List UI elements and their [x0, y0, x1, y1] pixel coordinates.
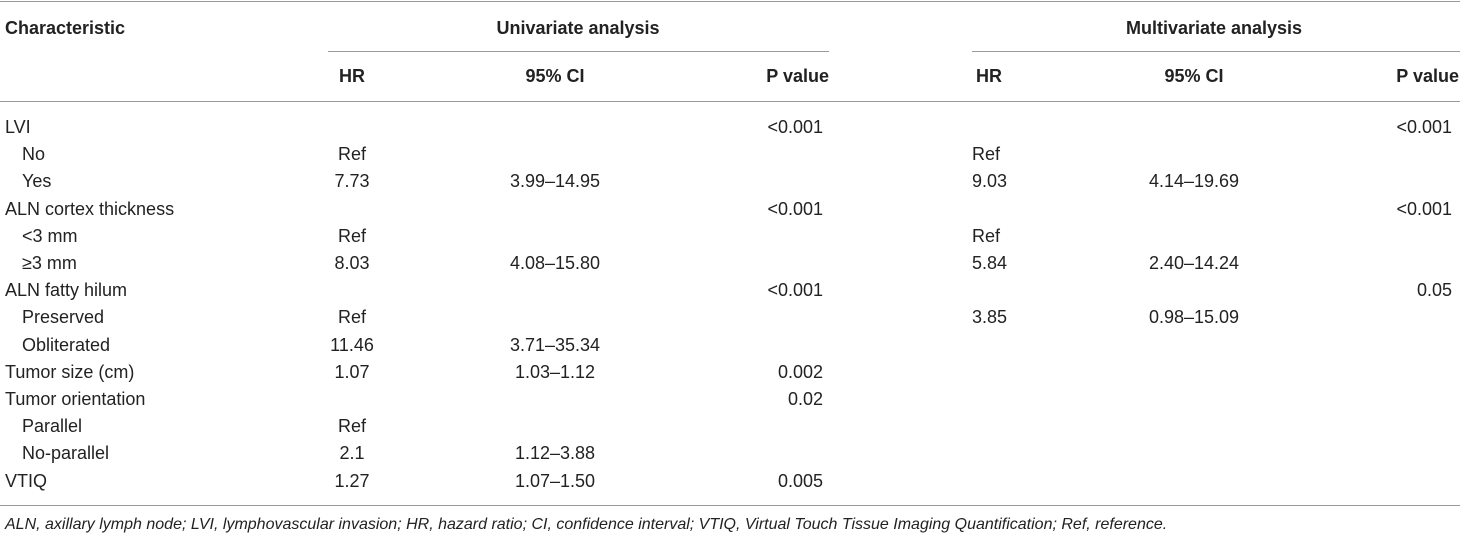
- multivariate-group-rule: [972, 51, 1460, 52]
- header-univariate: Univariate analysis: [496, 18, 660, 38]
- cell-characteristic: LVI: [5, 117, 31, 137]
- header-uni-ci: 95% CI: [525, 66, 585, 86]
- cell-uni-hr: 1.27: [334, 470, 370, 491]
- header-multivariate: Multivariate analysis: [1125, 18, 1303, 38]
- cell-multi-p: <0.001: [1396, 117, 1452, 137]
- cell-uni-ci: 1.07–1.50: [514, 470, 596, 491]
- table-footnote: ALN, axillary lymph node; LVI, lymphovas…: [5, 516, 1168, 533]
- cell-characteristic: ALN fatty hilum: [5, 280, 128, 301]
- cell-multi-hr: Ref: [972, 225, 1001, 246]
- cell-multi-p: 0.05: [1416, 280, 1452, 301]
- cell-uni-hr: Ref: [337, 307, 367, 328]
- cell-characteristic: Tumor orientation: [5, 389, 146, 409]
- cell-uni-hr: 2.1: [339, 443, 365, 464]
- header-uni-p: P value: [766, 66, 829, 86]
- bottom-rule: [0, 505, 1460, 506]
- cell-characteristic: Tumor size (cm): [5, 361, 135, 382]
- cell-characteristic: ALN cortex thickness: [5, 198, 175, 219]
- cell-multi-ci: 2.40–14.24: [1148, 253, 1240, 273]
- cell-characteristic: Parallel: [22, 416, 83, 437]
- cell-uni-ci: 4.08–15.80: [509, 253, 601, 273]
- univariate-group-rule: [328, 51, 829, 52]
- cell-multi-hr: 5.84: [972, 253, 1008, 273]
- cell-characteristic: Obliterated: [22, 334, 111, 355]
- cell-characteristic: <3 mm: [22, 225, 78, 246]
- cell-uni-hr: Ref: [337, 144, 367, 165]
- cell-uni-p: <0.001: [767, 280, 823, 301]
- header-bottom-rule: [0, 101, 1460, 102]
- header-multi-p: P value: [1396, 66, 1459, 86]
- top-rule: [0, 1, 1460, 2]
- cell-uni-p: <0.001: [767, 117, 823, 137]
- cell-characteristic: VTIQ: [5, 470, 48, 491]
- cell-multi-p: <0.001: [1396, 198, 1452, 219]
- cell-multi-hr: 9.03: [972, 171, 1008, 192]
- cell-uni-p: 0.02: [787, 389, 823, 409]
- cell-multi-hr: Ref: [972, 144, 1001, 165]
- cell-characteristic: No: [22, 144, 46, 165]
- cell-characteristic: Yes: [22, 171, 52, 192]
- cell-uni-hr: Ref: [337, 416, 367, 437]
- cell-characteristic: ≥3 mm: [22, 253, 77, 273]
- header-multi-ci: 95% CI: [1164, 66, 1224, 86]
- cell-uni-hr: Ref: [337, 225, 367, 246]
- cell-multi-ci: 0.98–15.09: [1148, 307, 1240, 328]
- cell-uni-hr: 8.03: [334, 253, 370, 273]
- header-uni-hr: HR: [339, 66, 365, 86]
- header-characteristic: Characteristic: [5, 18, 126, 38]
- cell-uni-p: <0.001: [767, 198, 823, 219]
- cell-characteristic: No-parallel: [22, 443, 110, 464]
- cell-uni-ci: 3.71–35.34: [509, 334, 601, 355]
- cell-multi-hr: 3.85: [972, 307, 1008, 328]
- cell-uni-ci: 1.12–3.88: [514, 443, 596, 464]
- cell-uni-ci: 3.99–14.95: [509, 171, 601, 192]
- cell-uni-p: 0.002: [777, 361, 823, 382]
- cell-uni-hr: 7.73: [334, 171, 370, 192]
- cell-uni-hr: 1.07: [334, 361, 370, 382]
- cell-uni-hr: 11.46: [330, 334, 374, 355]
- cell-uni-p: 0.005: [777, 470, 823, 491]
- header-multi-hr: HR: [976, 66, 1002, 86]
- cell-multi-ci: 4.14–19.69: [1148, 171, 1240, 192]
- cell-characteristic: Preserved: [22, 307, 105, 328]
- cell-uni-ci: 1.03–1.12: [514, 361, 596, 382]
